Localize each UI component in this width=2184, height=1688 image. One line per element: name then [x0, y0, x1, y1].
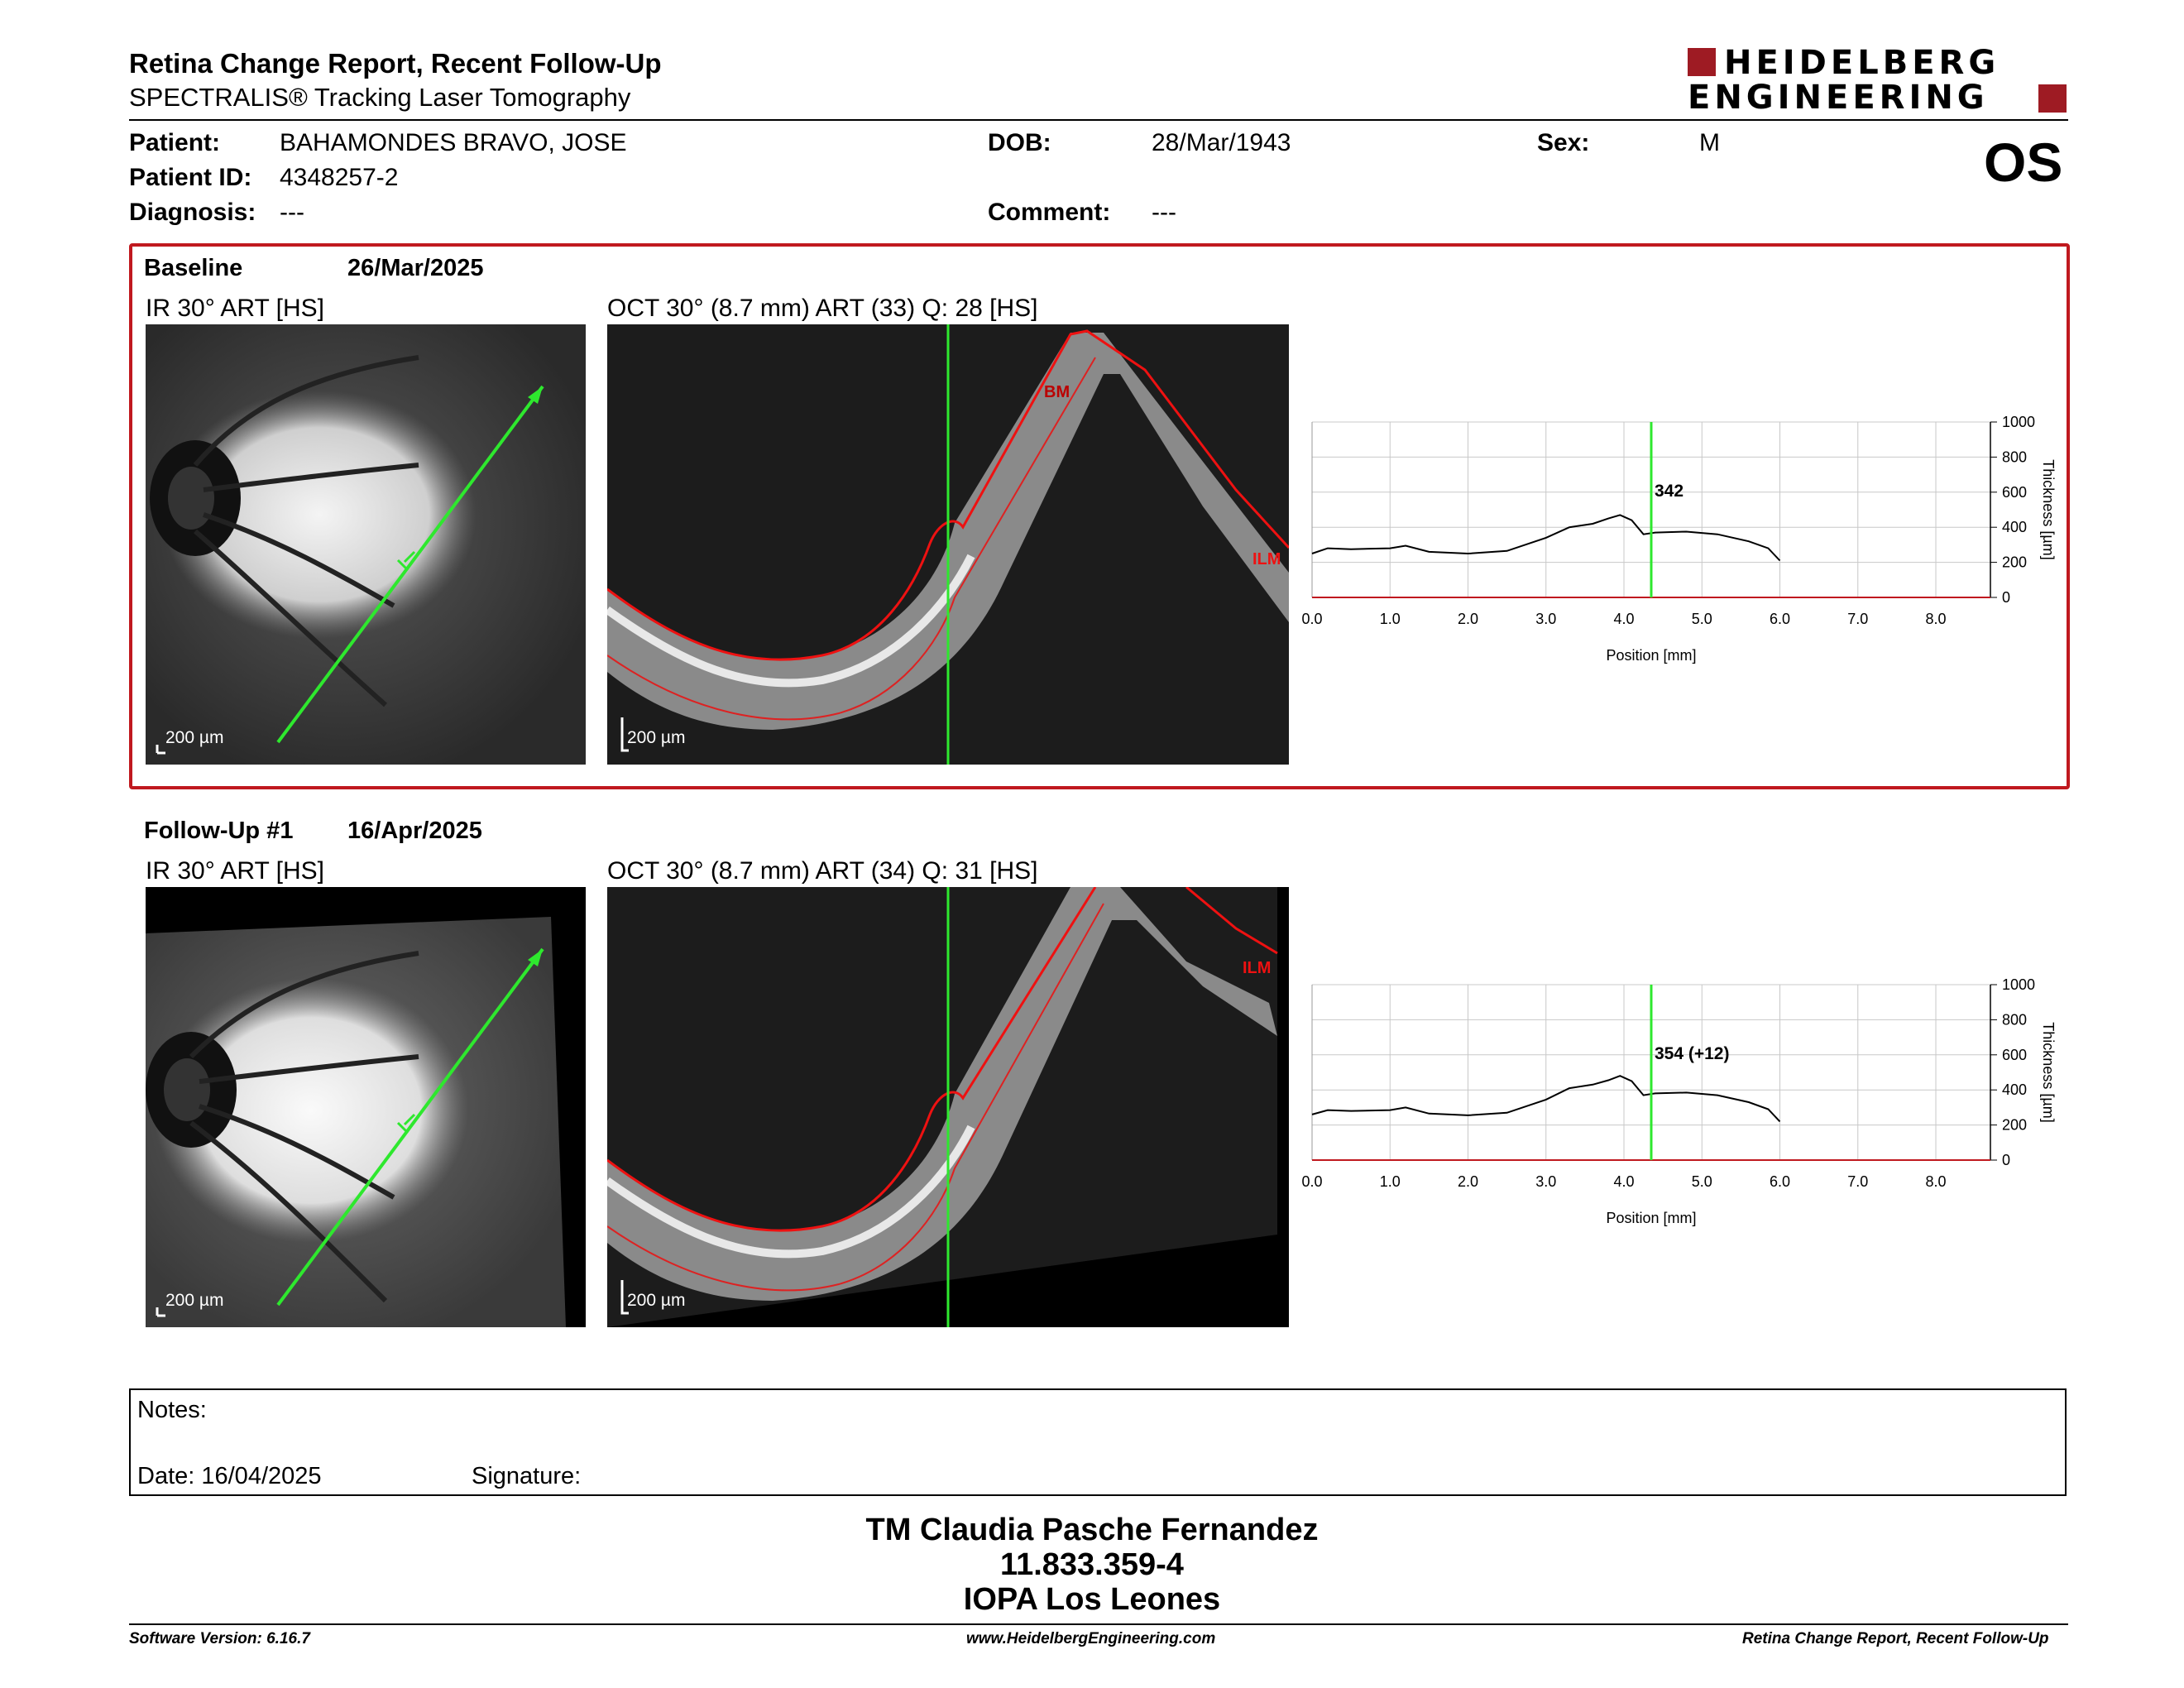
sex-value: M [1699, 129, 1720, 156]
patient-value: BAHAMONDES BRAVO, JOSE [280, 129, 627, 156]
followup-thickness-chart: 0 200 400 600 800 1000 0.0 1.0 2.0 3.0 4.0 5.0 6.0 7.… [1300, 973, 2083, 1246]
patient-id-value: 4348257-2 [280, 164, 399, 191]
report-title: Retina Change Report, Recent Follow-Up [129, 48, 662, 79]
patient-label: Patient: [129, 129, 221, 156]
baseline-thickness-value: 342 [1655, 482, 1684, 501]
logo-line1: HEIDELBERG [1724, 44, 2000, 82]
followup-ir-caption: IR 30° ART [HS] [146, 857, 324, 885]
baseline-highlight-box [129, 243, 2070, 789]
y-tick-label: 200 [2002, 554, 2027, 571]
baseline-ilm-label: ILM [1252, 550, 1281, 568]
followup-ilm-label: ILM [1243, 959, 1271, 977]
baseline-oct-caption: OCT 30° (8.7 mm) ART (33) Q: 28 [HS] [607, 295, 1038, 322]
header-divider [129, 119, 2068, 121]
logo-square-left [1688, 48, 1716, 76]
notes-box[interactable]: Notes: Date: 16/04/2025 Signature: [129, 1388, 2067, 1496]
x-tick-label: 2.0 [1458, 1173, 1478, 1190]
followup-oct-scale-label: 200 µm [627, 1291, 686, 1310]
baseline-oct-scale-label: 200 µm [627, 728, 686, 747]
y-tick-label: 1000 [2002, 414, 2035, 430]
x-axis-label: Position [mm] [1606, 647, 1696, 664]
baseline-ir-scale-label: 200 µm [165, 728, 224, 747]
comment-value: --- [1152, 199, 1176, 226]
signer-id: 11.833.359-4 [1000, 1547, 1184, 1582]
y-tick-label: 400 [2002, 1081, 2027, 1098]
y-tick-label: 600 [2002, 484, 2027, 501]
followup-ir-scale-label: 200 µm [165, 1291, 224, 1310]
x-tick-label: 3.0 [1535, 611, 1556, 627]
thickness-line [1311, 1075, 1781, 1123]
logo-line2: ENGINEERING [1688, 79, 1989, 117]
y-tick-label: 800 [2002, 448, 2027, 465]
report-subtitle: SPECTRALIS® Tracking Laser Tomography [129, 83, 631, 112]
followup-oct-caption: OCT 30° (8.7 mm) ART (34) Q: 31 [HS] [607, 857, 1038, 885]
y-tick-label: 400 [2002, 519, 2027, 535]
x-tick-label: 8.0 [1926, 1173, 1947, 1190]
y-tick-label: 600 [2002, 1047, 2027, 1063]
y-tick-label: 800 [2002, 1011, 2027, 1028]
x-tick-label: 4.0 [1613, 611, 1634, 627]
followup-oct-image: ILM 200 µm [607, 887, 1289, 1327]
heidelberg-logo: HEIDELBERG ENGINEERING [1688, 45, 2068, 114]
y-axis-label: Thickness [µm] [2040, 1022, 2057, 1122]
logo-square-right [2038, 84, 2067, 113]
x-tick-label: 7.0 [1847, 611, 1868, 627]
x-tick-label: 1.0 [1380, 611, 1401, 627]
x-tick-label: 4.0 [1613, 1173, 1634, 1190]
x-tick-label: 8.0 [1926, 611, 1947, 627]
y-tick-label: 1000 [2002, 976, 2035, 993]
notes-label: Notes: [137, 1397, 207, 1423]
baseline-thickness-chart: 0 200 400 600 800 1000 0.0 1.0 2.0 3.0 4.0 5.0 6.0 7.… [1300, 410, 2083, 683]
x-tick-label: 3.0 [1535, 1173, 1556, 1190]
x-tick-label: 5.0 [1692, 611, 1712, 627]
sex-label: Sex: [1537, 129, 1590, 156]
footer-software-version: Software Version: 6.16.7 [129, 1630, 310, 1647]
x-axis-label: Position [mm] [1606, 1210, 1696, 1226]
footer-report-name: Retina Change Report, Recent Follow-Up [1742, 1630, 2049, 1647]
diagnosis-value: --- [280, 199, 304, 226]
x-tick-label: 7.0 [1847, 1173, 1868, 1190]
y-tick-label: 200 [2002, 1117, 2027, 1134]
dob-label: DOB: [988, 129, 1051, 156]
baseline-ir-caption: IR 30° ART [HS] [146, 295, 324, 322]
comment-label: Comment: [988, 199, 1111, 226]
footer-website[interactable]: www.HeidelbergEngineering.com [966, 1630, 1216, 1647]
footer-divider [129, 1623, 2068, 1625]
x-tick-label: 2.0 [1458, 611, 1478, 627]
diagnosis-label: Diagnosis: [129, 199, 256, 226]
patient-id-label: Patient ID: [129, 164, 252, 191]
x-tick-label: 5.0 [1692, 1173, 1712, 1190]
x-tick-label: 0.0 [1301, 1173, 1322, 1190]
dob-value: 28/Mar/1943 [1152, 129, 1291, 156]
notes-date: Date: 16/04/2025 [137, 1463, 322, 1489]
baseline-label: Baseline [144, 255, 243, 281]
eye-indicator: OS [1984, 132, 2063, 193]
followup-date: 16/Apr/2025 [347, 818, 482, 844]
x-tick-label: 6.0 [1770, 1173, 1790, 1190]
signer-institution: IOPA Los Leones [963, 1582, 1221, 1617]
baseline-ir-image: 200 µm [146, 324, 586, 765]
signer-name: TM Claudia Pasche Fernandez [865, 1513, 1319, 1547]
followup-thickness-value: 354 (+12) [1655, 1044, 1730, 1063]
baseline-oct-image: BM ILM 200 µm [607, 324, 1289, 765]
y-tick-label: 0 [2002, 589, 2010, 606]
bm-label: BM [1044, 383, 1070, 401]
x-tick-label: 6.0 [1770, 611, 1790, 627]
y-axis-label: Thickness [µm] [2040, 459, 2057, 559]
x-tick-label: 0.0 [1301, 611, 1322, 627]
x-tick-label: 1.0 [1380, 1173, 1401, 1190]
signature-label: Signature: [472, 1463, 582, 1489]
baseline-date: 26/Mar/2025 [347, 255, 484, 281]
followup-label: Follow-Up #1 [144, 818, 294, 844]
thickness-line [1311, 514, 1781, 562]
followup-ir-image: 200 µm [146, 887, 586, 1327]
y-tick-label: 0 [2002, 1152, 2010, 1168]
